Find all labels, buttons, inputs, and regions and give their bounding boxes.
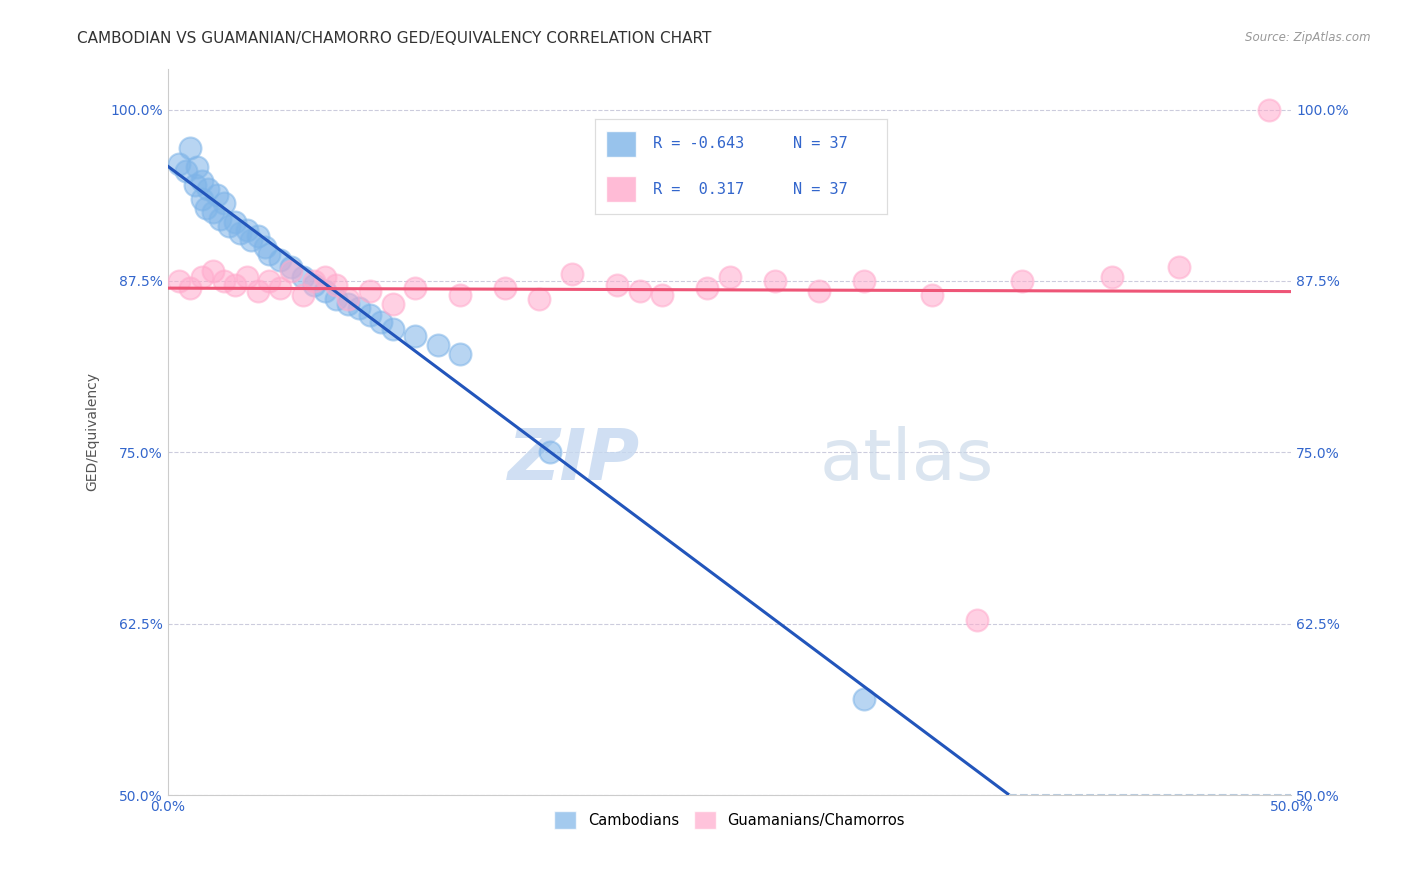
Point <box>212 274 235 288</box>
Point <box>229 226 252 240</box>
Point <box>359 308 381 322</box>
Point <box>201 205 224 219</box>
Point <box>449 346 471 360</box>
Point <box>197 182 219 196</box>
Text: atlas: atlas <box>820 426 994 495</box>
Point <box>325 292 347 306</box>
Point <box>179 281 201 295</box>
Point <box>212 195 235 210</box>
Point <box>240 233 263 247</box>
Point <box>201 264 224 278</box>
Point <box>186 160 208 174</box>
Point <box>853 692 876 706</box>
Point <box>325 278 347 293</box>
Point <box>404 328 426 343</box>
Point <box>538 445 561 459</box>
Point <box>336 297 359 311</box>
Point <box>1168 260 1191 275</box>
Point <box>257 246 280 260</box>
Point <box>195 202 218 216</box>
Point <box>179 141 201 155</box>
Point <box>696 281 718 295</box>
Point <box>381 322 404 336</box>
Point <box>235 269 257 284</box>
Point <box>347 301 370 316</box>
Point <box>763 274 786 288</box>
Text: Source: ZipAtlas.com: Source: ZipAtlas.com <box>1246 31 1371 45</box>
Point <box>218 219 240 234</box>
Point <box>1011 274 1033 288</box>
Point <box>190 269 212 284</box>
Point <box>314 284 336 298</box>
Point <box>359 284 381 298</box>
Legend: Cambodians, Guamanians/Chamorros: Cambodians, Guamanians/Chamorros <box>548 805 911 835</box>
Point <box>1101 269 1123 284</box>
Point <box>449 287 471 301</box>
Point <box>381 297 404 311</box>
Point <box>527 292 550 306</box>
Point <box>167 274 190 288</box>
Point <box>208 212 231 227</box>
Point <box>628 284 651 298</box>
Point <box>207 187 229 202</box>
Point <box>280 264 302 278</box>
Point <box>291 287 314 301</box>
Point <box>280 260 302 275</box>
Point <box>966 613 988 627</box>
Point <box>1257 103 1279 117</box>
Text: CAMBODIAN VS GUAMANIAN/CHAMORRO GED/EQUIVALENCY CORRELATION CHART: CAMBODIAN VS GUAMANIAN/CHAMORRO GED/EQUI… <box>77 31 711 46</box>
Point <box>257 274 280 288</box>
Point <box>174 164 197 178</box>
Point <box>921 287 943 301</box>
Point <box>190 192 212 206</box>
Point <box>302 274 325 288</box>
Point <box>246 284 269 298</box>
Point <box>651 287 673 301</box>
Text: ZIP: ZIP <box>508 426 640 495</box>
Point <box>314 269 336 284</box>
Point <box>336 292 359 306</box>
Point <box>606 278 628 293</box>
Point <box>302 278 325 293</box>
Point <box>224 215 246 229</box>
Point <box>246 228 269 243</box>
Point <box>370 315 392 329</box>
Point <box>190 174 212 188</box>
Point <box>184 178 207 192</box>
Point <box>269 281 291 295</box>
Point <box>808 284 831 298</box>
Point <box>561 267 583 281</box>
Point <box>404 281 426 295</box>
Point <box>253 240 276 254</box>
Y-axis label: GED/Equivalency: GED/Equivalency <box>86 372 100 491</box>
Point <box>269 253 291 268</box>
Point <box>235 223 257 237</box>
Point <box>167 157 190 171</box>
Point <box>291 269 314 284</box>
Point <box>224 278 246 293</box>
Point <box>718 269 741 284</box>
Point <box>853 274 876 288</box>
Point <box>494 281 516 295</box>
Point <box>426 338 449 352</box>
